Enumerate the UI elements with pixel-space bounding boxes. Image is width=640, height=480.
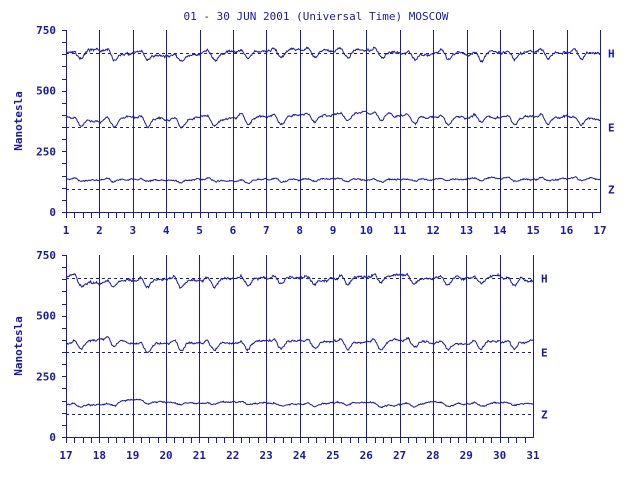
y-tick-label: 0 <box>49 431 56 444</box>
x-tick-label: 27 <box>393 449 406 462</box>
y-tick-label: 0 <box>49 206 56 219</box>
x-tick-label: 30 <box>493 449 506 462</box>
series-label-z: Z <box>541 409 548 422</box>
x-tick-label: 15 <box>527 224 540 237</box>
x-tick-label: 11 <box>393 224 407 237</box>
x-tick-label: 24 <box>293 449 307 462</box>
x-tick-label: 29 <box>460 449 473 462</box>
y-tick-label: 750 <box>36 24 56 37</box>
series-h-line <box>65 46 601 63</box>
x-tick-label: 26 <box>360 449 374 462</box>
y-tick-label: 500 <box>36 85 56 98</box>
series-e-line <box>65 336 534 354</box>
series-z-line <box>65 176 601 185</box>
y-tick-label: 250 <box>36 370 56 383</box>
series-e-line <box>65 110 601 129</box>
series-label-h: H <box>608 48 615 61</box>
y-axis-label: Nanotesla <box>12 316 25 376</box>
x-tick-label: 8 <box>296 224 303 237</box>
x-tick-label: 9 <box>330 224 337 237</box>
y-axis-label: Nanotesla <box>12 91 25 151</box>
x-tick-label: 7 <box>263 224 270 237</box>
series-label-z: Z <box>608 184 615 197</box>
x-tick-label: 22 <box>226 449 239 462</box>
y-tick-label: 250 <box>36 145 56 158</box>
x-tick-label: 2 <box>96 224 103 237</box>
x-tick-label: 10 <box>360 224 373 237</box>
x-tick-label: 23 <box>260 449 273 462</box>
x-tick-label: 12 <box>427 224 440 237</box>
x-tick-label: 13 <box>460 224 473 237</box>
x-tick-label: 17 <box>593 224 606 237</box>
x-tick-label: 5 <box>196 224 203 237</box>
x-tick-label: 28 <box>426 449 439 462</box>
x-tick-label: 3 <box>129 224 136 237</box>
x-tick-label: 14 <box>493 224 507 237</box>
x-tick-label: 21 <box>193 449 207 462</box>
x-tick-label: 20 <box>159 449 172 462</box>
x-tick-label: 31 <box>526 449 540 462</box>
x-tick-label: 4 <box>163 224 170 237</box>
series-z-line <box>65 398 534 409</box>
y-tick-label: 500 <box>36 310 56 323</box>
x-tick-label: 1 <box>63 224 70 237</box>
x-tick-label: 16 <box>560 224 574 237</box>
y-tick-label: 750 <box>36 249 56 262</box>
x-tick-label: 17 <box>59 449 72 462</box>
panel-days-17-31: 0 250 500 750 17 18 19 20 21 22 23 24 25 26 27 28 29 30 31… <box>12 249 548 462</box>
series-label-e: E <box>608 122 615 135</box>
x-tick-label: 25 <box>326 449 339 462</box>
series-h-line <box>65 272 534 289</box>
x-tick-label: 6 <box>230 224 237 237</box>
series-label-h: H <box>541 273 548 286</box>
chart-title: 01 - 30 JUN 2001 (Universal Time) MOSCOW <box>184 10 449 23</box>
series-label-e: E <box>541 347 548 360</box>
x-tick-label: 19 <box>126 449 139 462</box>
x-tick-label: 18 <box>93 449 106 462</box>
